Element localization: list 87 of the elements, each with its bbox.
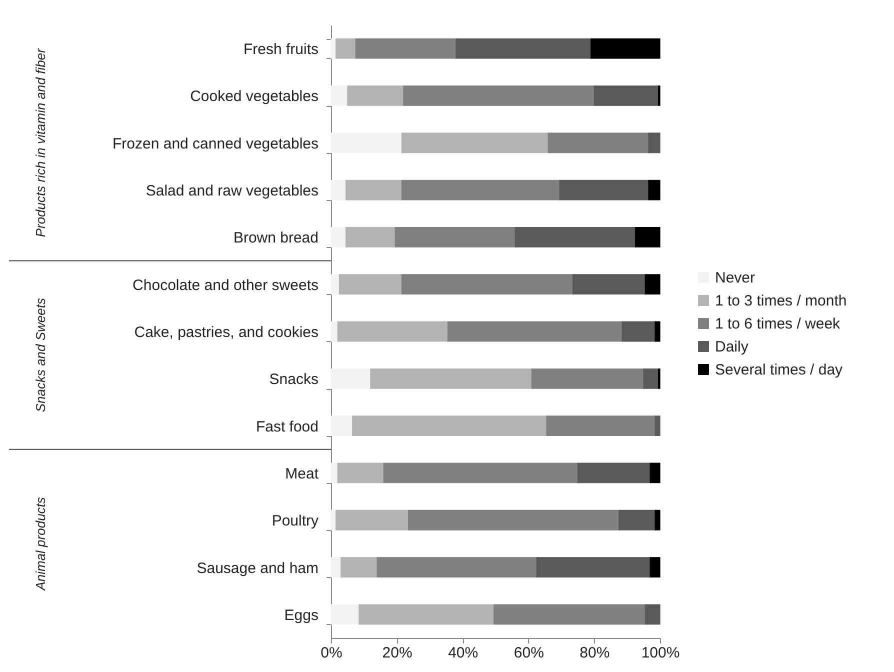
bar [401, 180, 560, 200]
y-tick-label: Sausage and ham [196, 560, 318, 577]
text: Products rich in vitamin and fiber [33, 48, 48, 238]
y-tick-label: Salad and raw vegetables [146, 182, 318, 200]
bar [654, 510, 660, 530]
x-tick-label: 40% [448, 644, 478, 662]
bar [338, 274, 402, 295]
bar [494, 604, 646, 625]
y-tick-label: Chocolate and other sweets [132, 276, 318, 294]
bar [376, 557, 537, 578]
bar [622, 321, 656, 342]
bar [401, 132, 548, 154]
legend-label: 1 to 6 times / week [715, 316, 841, 332]
bar [336, 38, 356, 59]
bar [352, 416, 547, 436]
bar [337, 462, 384, 484]
bar [394, 226, 516, 248]
bar [648, 132, 660, 154]
bar [514, 226, 636, 248]
bar [330, 321, 338, 342]
bar [572, 274, 646, 295]
text: Snacks and Sweets [33, 297, 48, 412]
legend-label: Never [715, 270, 756, 286]
bar [330, 510, 336, 530]
bar [408, 510, 620, 530]
y-tick-label: Poultry [272, 512, 319, 530]
bar [577, 462, 650, 484]
bar [536, 557, 650, 578]
bar [358, 604, 494, 625]
bar [330, 274, 340, 295]
bar [383, 462, 578, 484]
y-tick-label: Frozen and canned vegetables [112, 135, 318, 152]
bar [643, 368, 659, 389]
x-tick-label: 60% [514, 644, 544, 662]
x-tick-label: 0% [320, 644, 342, 662]
bar [559, 180, 649, 200]
bar [644, 604, 660, 625]
x-tick-label: 100% [641, 644, 680, 662]
bar [340, 557, 378, 578]
legend-label: Daily [715, 338, 749, 356]
bar [648, 180, 660, 200]
bar [654, 416, 660, 436]
y-tick-label: Snacks [269, 371, 318, 388]
bar [456, 38, 592, 59]
bar [531, 368, 644, 389]
bar [447, 321, 622, 342]
bar [330, 416, 353, 436]
bar [355, 38, 456, 59]
y-tick-label: Cake, pastries, and cookies [134, 324, 318, 341]
bar [594, 86, 659, 106]
bar [330, 604, 360, 625]
bar [635, 226, 660, 248]
bar [403, 86, 594, 106]
bar [548, 132, 649, 154]
bar [654, 321, 660, 342]
bar [330, 226, 346, 248]
bar [644, 274, 660, 295]
legend-label: Several times / day [715, 362, 844, 378]
bar [330, 132, 402, 154]
y-tick-label: Meat [285, 465, 320, 482]
bar [650, 462, 660, 484]
y-tick-label: Brown bread [233, 230, 318, 247]
bar [330, 557, 342, 578]
x-tick-label: 20% [382, 644, 412, 662]
bar [590, 38, 660, 59]
bar [337, 321, 448, 342]
legend-label: 1 to 3 times / month [715, 292, 847, 310]
bar [330, 86, 348, 106]
y-tick-label: Fresh fruits [243, 41, 318, 58]
bar [330, 368, 371, 389]
y-tick-label: Eggs [284, 606, 318, 624]
bar [346, 180, 402, 200]
bar [546, 416, 656, 436]
y-tick-label: Cooked vegetables [190, 88, 318, 106]
bar [347, 86, 404, 106]
text: Animal products [33, 496, 48, 592]
bar [618, 510, 656, 530]
bar [370, 368, 532, 389]
bar [330, 38, 336, 59]
bar [336, 510, 409, 530]
bar [650, 557, 660, 578]
x-tick-label: 80% [580, 644, 610, 662]
bar [330, 180, 346, 200]
bar [346, 226, 396, 248]
bar [401, 274, 574, 295]
bar [330, 462, 338, 484]
y-tick-label: Fast food [256, 418, 318, 436]
